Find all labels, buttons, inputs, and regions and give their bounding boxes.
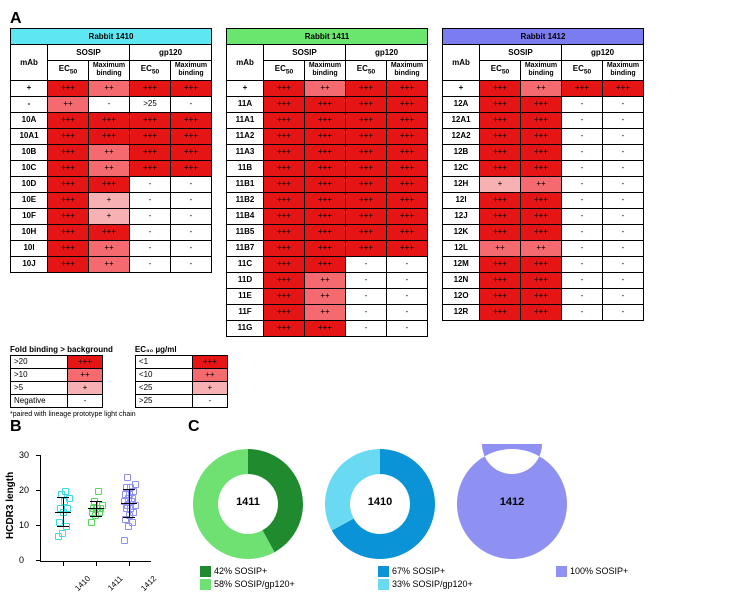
legend-fold: >20+++>10++>5+Negative-	[10, 355, 103, 408]
legend-ec50-title: EC₅₀ µg/ml	[135, 345, 228, 354]
table-rabbit-1412: Rabbit 1412mAbSOSIPgp120EC50Maximum bind…	[442, 28, 644, 321]
panel-a-label: A	[10, 10, 754, 28]
footnote: *paired with lineage prototype light cha…	[10, 411, 228, 418]
donut-1410: 1410	[320, 444, 440, 564]
panel-b-ylabel: HCDR3 length	[5, 472, 16, 539]
panel-a: A Rabbit 1410mAbSOSIPgp120EC50Maximum bi…	[10, 10, 754, 418]
table-rabbit-1410: Rabbit 1410mAbSOSIPgp120EC50Maximum bind…	[10, 28, 212, 273]
tables-row: Rabbit 1410mAbSOSIPgp120EC50Maximum bind…	[10, 28, 754, 337]
donut-row: 141114101412	[188, 444, 754, 564]
legend-fold-title: Fold binding > background	[10, 345, 113, 354]
panel-b-label: B	[10, 418, 170, 436]
panel-c: C 141114101412 42% SOSIP+67% SOSIP+100% …	[188, 418, 754, 590]
table-rabbit-1411: Rabbit 1411mAbSOSIPgp120EC50Maximum bind…	[226, 28, 428, 337]
legend-ec50: <1+++<10++<25+>25-	[135, 355, 228, 408]
legend-block: Fold binding > background >20+++>10++>5+…	[10, 345, 228, 408]
donut-1412: 1412	[452, 444, 572, 564]
panel-b: B HCDR3 length 0102030141014111412	[10, 418, 170, 594]
panel-b-plot: HCDR3 length 0102030141014111412	[10, 444, 170, 594]
panel-c-legend: 42% SOSIP+67% SOSIP+100% SOSIP+58% SOSIP…	[188, 566, 754, 590]
donut-1411: 1411	[188, 444, 308, 564]
panel-c-label: C	[188, 418, 754, 436]
